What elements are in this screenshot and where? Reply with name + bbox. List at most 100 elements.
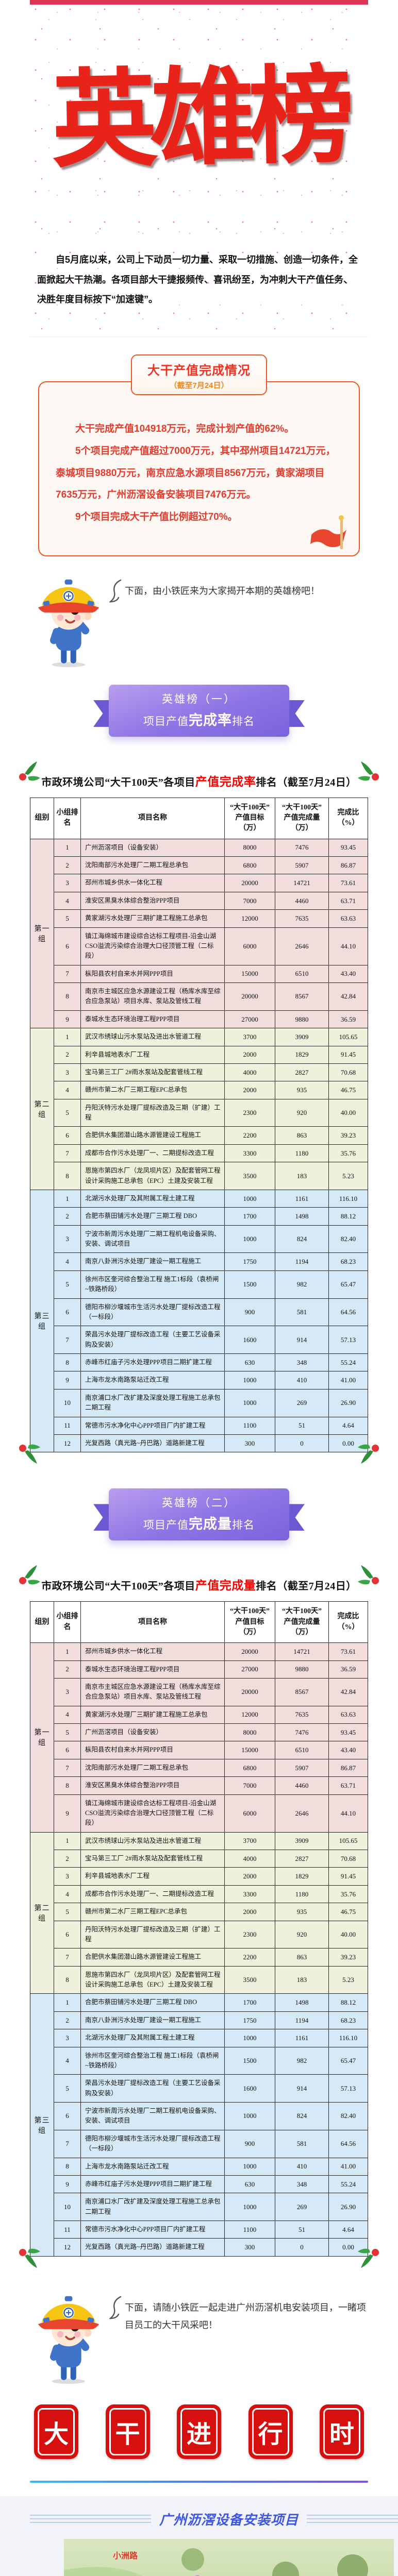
project-name-cell: 北湖污水处理厂及其附属工程土建工程 — [80, 1189, 225, 1208]
mascot-speech-bubble: 下面，请随小铁匠一起走进广州沥滘机电安装项目，一睹项目员工的大干风采吧！ — [109, 2289, 367, 2334]
rank-cell: 1 — [54, 1189, 81, 1208]
table-row: 5 广州沥滘项目（设备安装） 8000 7476 93.45 — [30, 1723, 368, 1742]
project-name-cell: 常德市污水净化中心PPP项目厂内扩建工程 — [80, 1416, 225, 1435]
project-name-cell: 南京八卦洲污水处理厂建设一期工程施工 — [80, 2011, 225, 2030]
table-row: 9 泰城水生态环境治理工程PPP项目 27000 9880 36.59 — [30, 1010, 368, 1029]
completed-cell: 863 — [275, 1948, 329, 1967]
completed-cell: 2827 — [275, 1063, 329, 1082]
ratio-cell: 26.90 — [328, 1388, 368, 1417]
rank-cell: 1 — [54, 838, 81, 857]
target-cell: 15000 — [224, 1741, 275, 1759]
rank-cell: 9 — [54, 1010, 81, 1029]
ratio-cell: 63.71 — [328, 891, 368, 910]
table-row: 6 德阳市柳沙堰城市生活污水处理厂提标改造工程（一标段） 900 581 64.56 — [30, 1298, 368, 1327]
target-cell: 1100 — [224, 2221, 275, 2239]
project-name-cell: 沈阳南部污水处理厂二期工程总承包 — [80, 856, 225, 875]
rank-cell: 8 — [54, 2157, 81, 2176]
rank-cell: 1 — [54, 1993, 81, 2012]
project-name-cell: 合肥市蔡田铺污水处理厂三期工程 DBO — [80, 1207, 225, 1226]
project-name-cell: 光复西路（真光路~丹巴路）道路新建工程 — [80, 1434, 225, 1453]
ratio-cell: 40.00 — [328, 1920, 368, 1949]
ratio-cell: 64.56 — [328, 2129, 368, 2158]
project-name-cell: 泰城水生态环境治理工程PPP项目 — [80, 1010, 225, 1029]
rank-cell: 6 — [54, 1126, 81, 1145]
group-label: 第二组 — [30, 1832, 54, 1994]
target-cell: 2200 — [224, 1126, 275, 1145]
column-header: 完成比（%） — [328, 1601, 368, 1643]
completed-cell: 863 — [275, 1126, 329, 1145]
target-cell: 20000 — [224, 874, 275, 892]
completed-cell: 581 — [275, 2129, 329, 2158]
table-row: 第三组 1 北湖污水处理厂及其附属工程土建工程 1000 1161 116.10 — [30, 1189, 368, 1453]
target-cell: 27000 — [224, 1660, 275, 1679]
column-header: 小组排名 — [54, 797, 81, 839]
table-row: 10 南京浦口水厂改扩建及深度处理工程施工总承包二期工程 1000 269 26.90 — [30, 1388, 368, 1417]
mascot-speech-bubble: 下面，由小铁匠来为大家揭开本期的英雄榜吧！ — [109, 572, 320, 603]
project-name-cell: 赤峰市红庙子污水处理PPP项目二期扩建工程 — [80, 1353, 225, 1372]
rank-cell: 6 — [54, 1741, 81, 1759]
ratio-cell: 39.23 — [328, 1126, 368, 1145]
ratio-cell: 65.47 — [328, 1270, 368, 1299]
completed-cell: 2646 — [275, 1794, 329, 1833]
group-label: 第三组 — [30, 1189, 54, 1453]
project-title: 广州沥滘设备安装项目 — [159, 2512, 299, 2528]
table-row: 4 南京八卦洲污水处理厂建设一期工程施工 1750 1194 68.23 — [30, 1252, 368, 1271]
rank-cell: 8 — [54, 1162, 81, 1190]
ratio-cell: 44.10 — [328, 927, 368, 965]
completed-cell: 9880 — [275, 1010, 329, 1029]
stamp-row: 大干进行时 — [34, 2404, 364, 2459]
target-cell: 15000 — [224, 964, 275, 984]
project-name-cell: 利辛县城地表水厂工程 — [80, 1867, 225, 1886]
target-cell: 2000 — [224, 1045, 275, 1064]
rank-cell: 3 — [54, 1225, 81, 1253]
table-row: 7 德阳市柳沙堰城市生活污水处理厂提标改造工程（一标段） 900 581 64.56 — [30, 2129, 368, 2158]
table-row: 3 邳州市城乡供水一体化工程 20000 14721 73.61 — [30, 874, 368, 892]
mascot-bubble-text: 下面，由小铁匠来为大家揭开本期的英雄榜吧！ — [125, 585, 320, 596]
summary-section: 大干产值完成情况 （截至7月24日） 大干完成产值104918万元，完成计划产值… — [38, 354, 360, 556]
mascot-character-icon — [38, 579, 100, 667]
target-cell: 1000 — [224, 1388, 275, 1417]
target-cell: 7000 — [224, 891, 275, 910]
project-name-cell: 南京浦口水厂改扩建及深度处理工程施工总承包二期工程 — [80, 1388, 225, 1417]
top-accent-bar — [30, 0, 368, 5]
ratio-cell: 93.45 — [328, 838, 368, 857]
project-name-cell: 北湖污水处理厂及其附属工程土建工程 — [80, 2029, 225, 2047]
project-name-cell: 宝马第三工厂 2#雨水泵站及配套管线工程 — [80, 1063, 225, 1082]
project-name-cell: 邳州市城乡供水一体化工程 — [80, 1642, 225, 1661]
rank-cell: 4 — [54, 1705, 81, 1724]
project-name-cell: 南京市主城区应急水源建设工程（杨库水库至综合应急泵站）项目水库、泵站及管线工程 — [80, 1677, 225, 1706]
completed-cell: 3909 — [275, 1832, 329, 1851]
rank-cell: 4 — [54, 2046, 81, 2075]
table-row: 12 光复西路（真光路~丹巴路）道路新建工程 300 0 0.00 — [30, 2238, 368, 2257]
table-row: 3 利辛县城地表水厂工程 2000 1829 91.45 — [30, 1867, 368, 1886]
project-name-cell: 丹阳沃特污水处理厂提标改造及三期（扩建）工程 — [80, 1098, 225, 1127]
table-row: 5 丹阳沃特污水处理厂提标改造及三期（扩建）工程 2300 920 40.00 — [30, 1098, 368, 1127]
project-name-cell: 德阳市柳沙堰城市生活污水处理厂提标改造工程（一标段） — [80, 1298, 225, 1327]
target-cell: 1700 — [224, 1993, 275, 2012]
completed-cell: 0 — [275, 2238, 329, 2257]
rank-cell: 8 — [54, 1353, 81, 1372]
target-cell: 7000 — [224, 1776, 275, 1795]
table-title: 市政环境公司“大干100天”各项目产值完成量排名（截至7月24日） — [41, 1579, 357, 1592]
summary-line: 5个项目完成产值超过7000万元，其中邳州项目14721万元，泰城项目9880万… — [56, 445, 336, 501]
rank-cell: 2 — [54, 1660, 81, 1679]
ratio-cell: 65.47 — [328, 2046, 368, 2075]
project-name-cell: 光复西路（真光路~丹巴路）道路新建工程 — [80, 2238, 225, 2257]
project-name-cell: 枞阳县农村自来水并网PPP项目 — [80, 1741, 225, 1759]
ribbon-line2: 项目产值完成率排名 — [143, 712, 255, 728]
mascot-character-icon — [38, 2296, 100, 2384]
ratio-cell: 63.63 — [328, 1705, 368, 1724]
table-row: 3 南京市主城区应急水源建设工程（杨库水库至综合应急泵站）项目水库、泵站及管线工程… — [30, 1677, 368, 1706]
table-row: 5 黄家湖污水处理厂三期扩建工程施工总承包 12000 7635 63.63 — [30, 909, 368, 928]
rank-cell: 6 — [54, 1298, 81, 1327]
target-cell: 1100 — [224, 1416, 275, 1435]
completed-cell: 269 — [275, 1388, 329, 1417]
rank-cell: 5 — [54, 1723, 81, 1742]
target-cell: 900 — [224, 1298, 275, 1327]
project-name-cell: 枞阳县农村自来水并网PPP项目 — [80, 964, 225, 984]
target-cell: 1600 — [224, 2074, 275, 2103]
ribbon-banner-2: 英雄榜（二） 项目产值完成量排名 — [109, 1488, 289, 1541]
ratio-cell: 0.00 — [328, 2238, 368, 2257]
target-cell: 20000 — [224, 982, 275, 1011]
project-name-cell: 南京浦口水厂改扩建及深度处理工程施工总承包二期工程 — [80, 2193, 225, 2222]
